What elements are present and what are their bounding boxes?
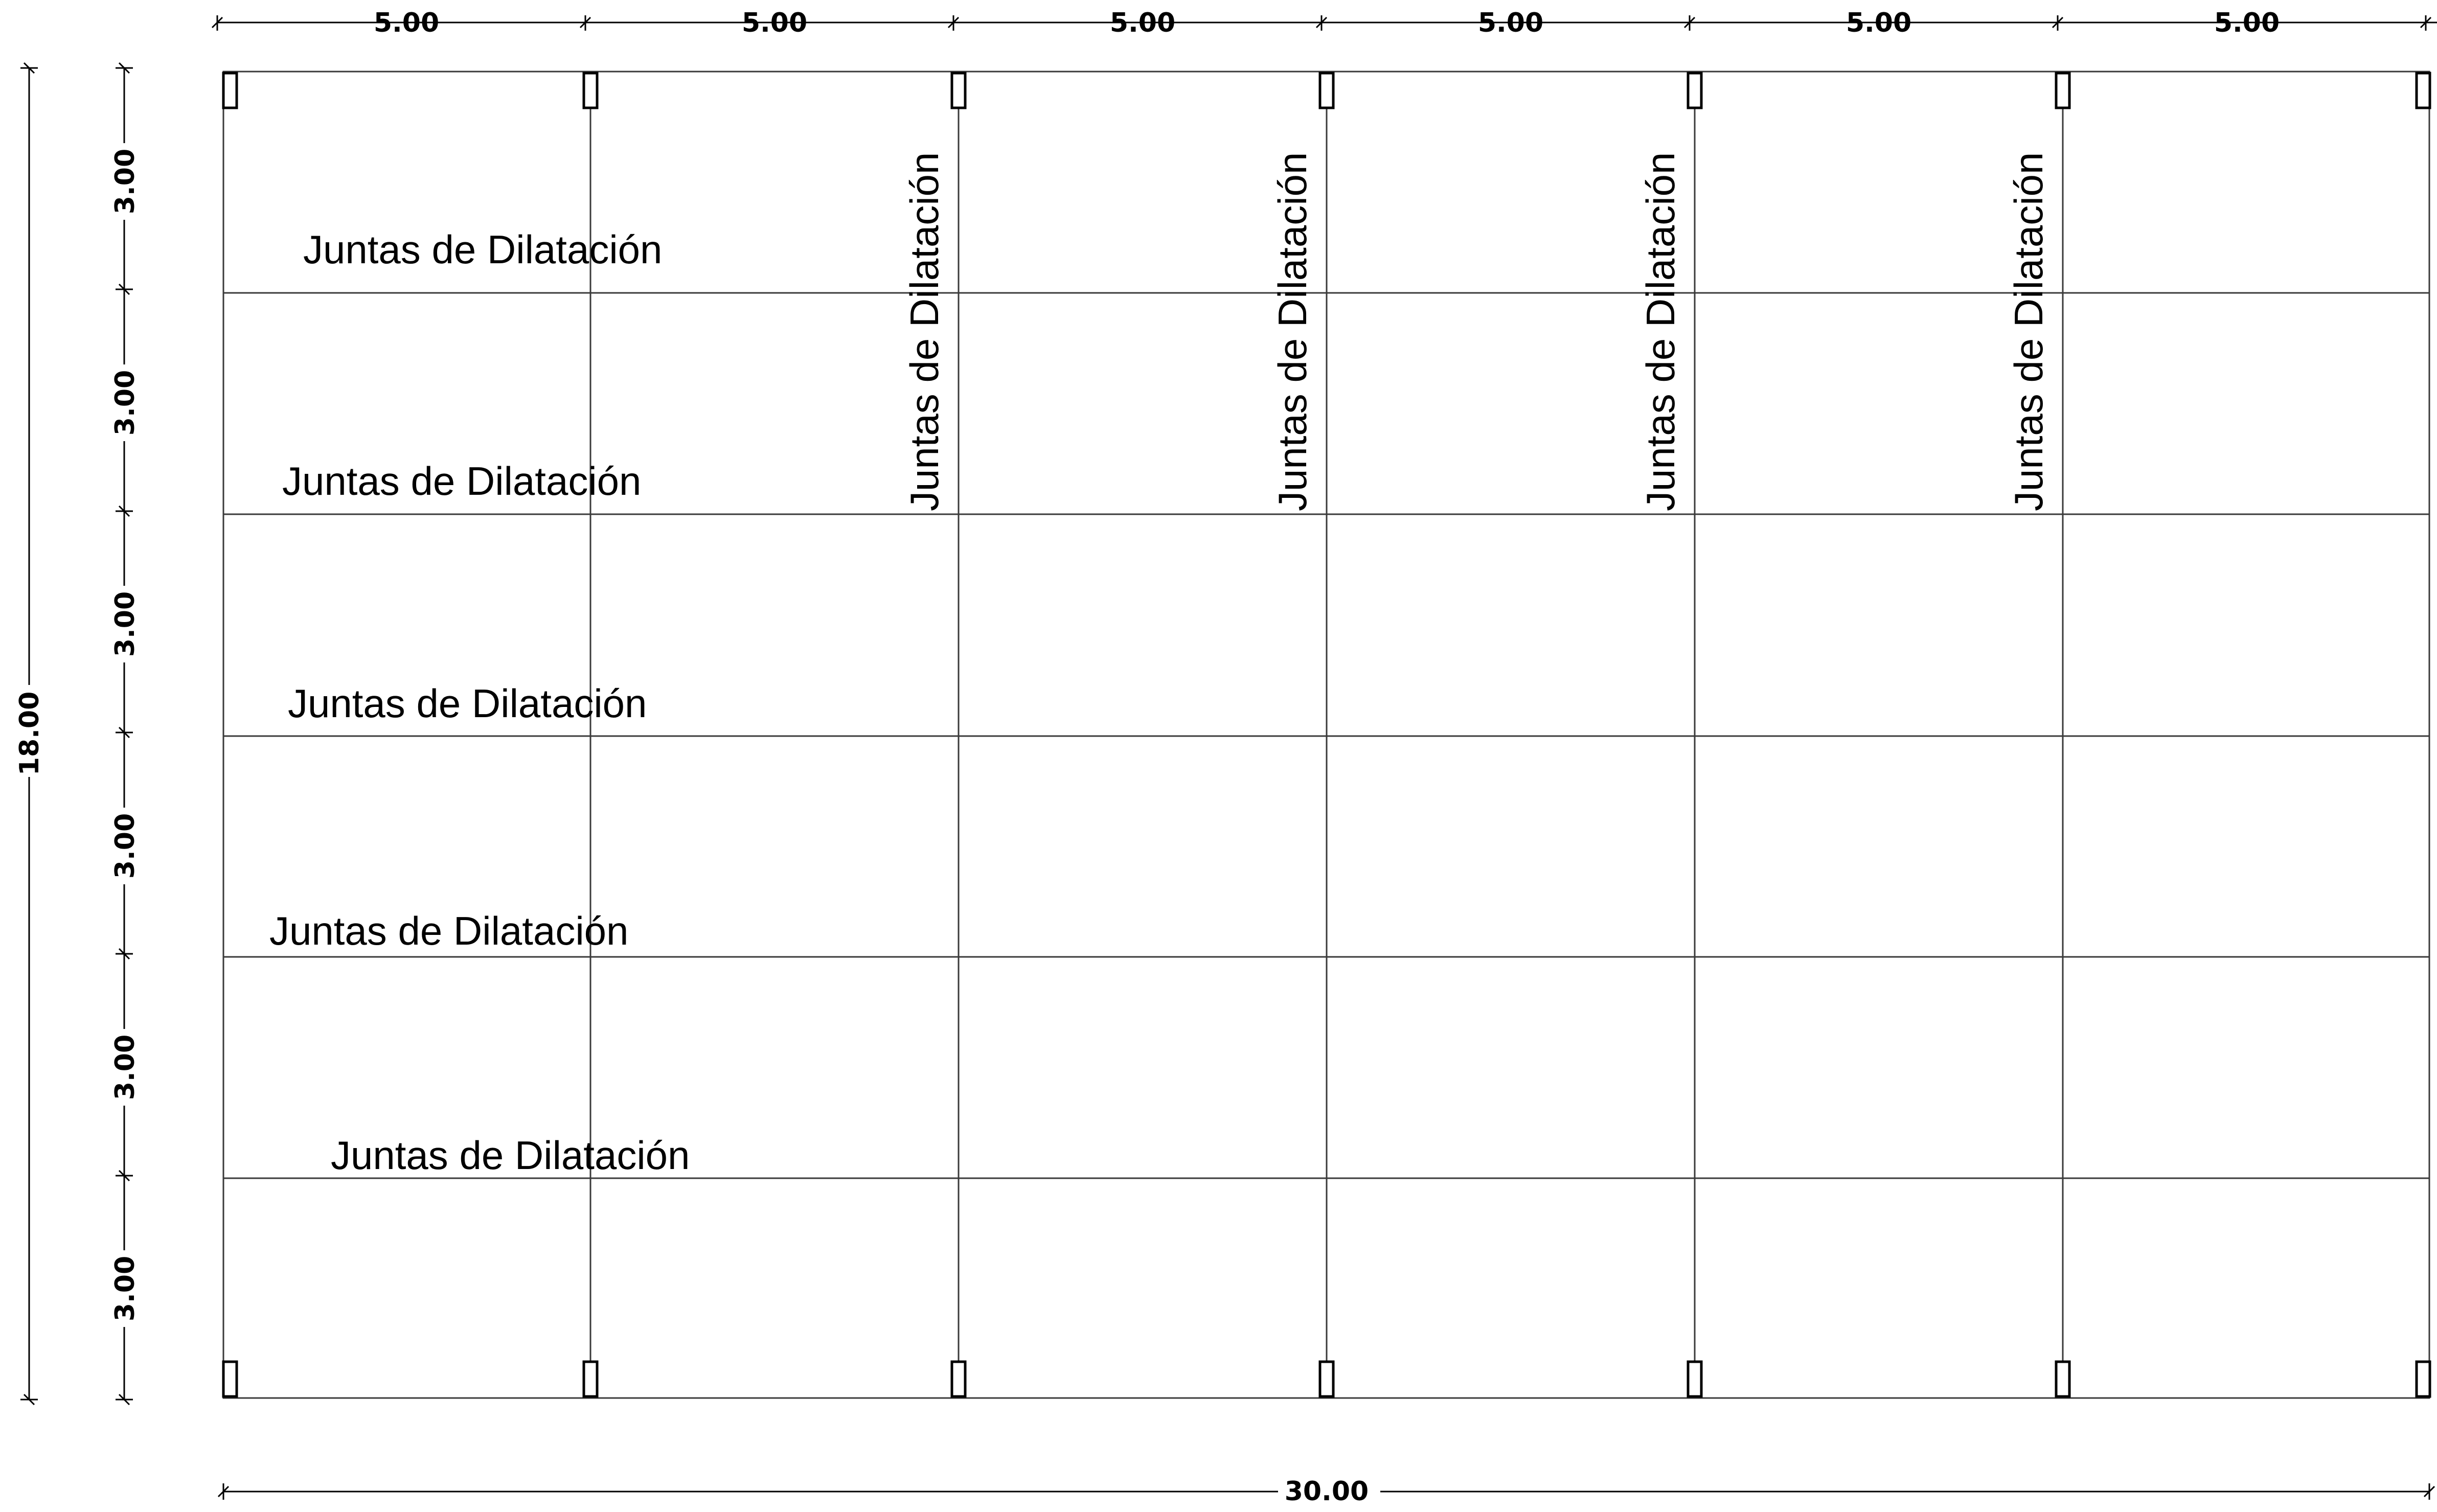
joint-label-horizontal-5: Juntas de Dilatación <box>331 1133 690 1178</box>
top-dimension-chain: 5.00 5.00 5.00 5.00 5.00 5.00 <box>211 8 2437 38</box>
top-dimension-5: 5.00 <box>1846 8 1911 38</box>
joint-label-horizontal-2: Juntas de Dilatación <box>282 459 641 503</box>
column <box>222 1360 238 1398</box>
column <box>1687 72 1703 109</box>
column <box>1687 1360 1703 1398</box>
column <box>582 72 599 109</box>
column <box>950 72 967 109</box>
bottom-total-label: 30.00 <box>1285 1476 1369 1507</box>
column <box>582 1360 599 1398</box>
column <box>2055 1360 2071 1398</box>
top-dimension-1: 5.00 <box>374 8 439 38</box>
column <box>2415 72 2431 109</box>
row-dimension-3: 3.00 <box>110 591 141 657</box>
row-dimension-2: 3.00 <box>110 370 141 436</box>
column <box>2415 1360 2431 1398</box>
joint-label-horizontal-4: Juntas de Dilatación <box>269 908 628 953</box>
bottom-total-dimension: 30.00 <box>217 1476 2435 1508</box>
horizontal-joint-labels: Juntas de Dilatación Juntas de Dilatació… <box>269 227 690 1178</box>
column <box>950 1360 967 1398</box>
column <box>1318 72 1335 109</box>
column <box>2055 72 2071 109</box>
joint-label-vertical-4: Juntas de Dilatación <box>2006 152 2051 511</box>
joint-label-vertical-2: Juntas de Dilatación <box>1270 152 1315 511</box>
columns-top-row <box>222 72 2431 109</box>
row-dimension-4: 3.00 <box>110 813 141 879</box>
column <box>222 72 238 109</box>
top-dimension-3: 5.00 <box>1110 8 1175 38</box>
columns-bottom-row <box>222 1360 2431 1398</box>
top-dimension-4: 5.00 <box>1478 8 1543 38</box>
structural-grid <box>222 71 2430 1399</box>
left-total-dimension: 18.00 <box>14 62 45 1406</box>
row-dimension-5: 3.00 <box>110 1035 141 1100</box>
row-dimension-6: 3.00 <box>110 1256 141 1321</box>
joint-label-vertical-3: Juntas de Dilatación <box>1638 152 1683 511</box>
joint-label-horizontal-1: Juntas de Dilatación <box>303 227 662 272</box>
left-total-label: 18.00 <box>14 692 45 775</box>
row-dimension-1: 3.00 <box>110 149 141 214</box>
column <box>1318 1360 1335 1398</box>
joint-label-vertical-1: Juntas de Dilatación <box>902 152 947 511</box>
row-dimension-chain: 3.00 3.00 3.00 3.00 3.00 3.00 <box>110 62 141 1406</box>
top-dimension-6: 5.00 <box>2214 8 2280 38</box>
top-dimension-2: 5.00 <box>742 8 807 38</box>
joint-label-horizontal-3: Juntas de Dilatación <box>288 681 647 726</box>
vertical-joint-labels: Juntas de Dilatación Juntas de Dilatació… <box>902 152 2051 511</box>
